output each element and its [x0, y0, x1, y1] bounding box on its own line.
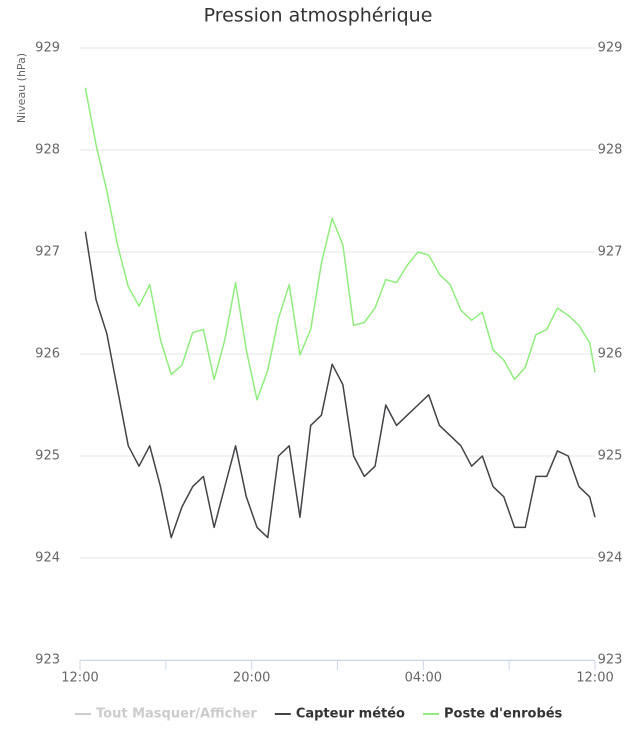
x-tick-label: 12:00 [576, 671, 613, 686]
y-tick-label: 923 [35, 653, 60, 668]
series-line [84, 231, 596, 539]
y-axis-label: Niveau (hPa) [15, 53, 28, 123]
legend-item[interactable]: Poste d'enrobés [444, 707, 563, 722]
y2-tick-label: 928 [598, 143, 623, 158]
y-tick-label: 925 [35, 449, 60, 464]
chart-title: Pression atmosphérique [204, 5, 433, 27]
y-tick-label: 929 [35, 41, 60, 56]
x-tick-label: 20:00 [233, 671, 270, 686]
legend-toggle[interactable]: Tout Masquer/Afficher [96, 707, 257, 722]
y-tick-label: 927 [35, 245, 60, 260]
x-tick-label: 04:00 [405, 671, 442, 686]
y2-tick-label: 923 [598, 653, 623, 668]
y2-tick-label: 927 [598, 245, 623, 260]
y2-tick-label: 926 [598, 347, 623, 362]
y-tick-label: 924 [35, 551, 60, 566]
x-tick-label: 12:00 [61, 671, 98, 686]
y-tick-label: 926 [35, 347, 60, 362]
y2-tick-label: 924 [598, 551, 623, 566]
y2-tick-label: 925 [598, 449, 623, 464]
y-tick-label: 928 [35, 143, 60, 158]
y2-tick-label: 929 [598, 41, 623, 56]
legend-item[interactable]: Capteur météo [296, 707, 405, 722]
series-line [84, 87, 596, 401]
